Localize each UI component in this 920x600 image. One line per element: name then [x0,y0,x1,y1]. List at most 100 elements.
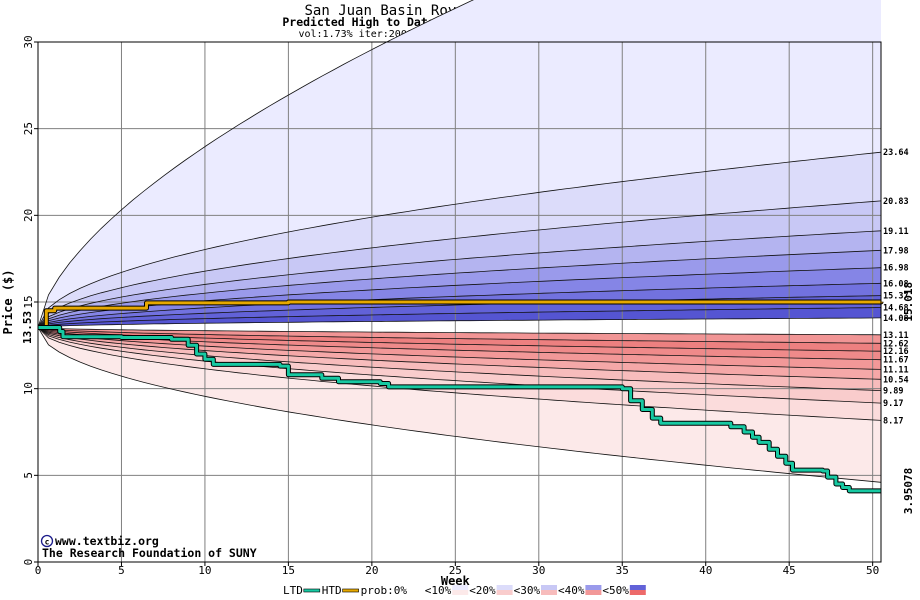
end-value-label: 16.98 [883,264,909,274]
low-to-date-label: 3.95078 [902,468,915,514]
copyright-icon [40,534,54,548]
band-low-3 [38,327,881,391]
band-boundary-lines [37,0,882,483]
band-low-4 [38,327,881,380]
legend: LTD HTD prob:0% <10% <20% <30% <40% <50% [283,584,646,597]
high-to-date-label: 15.018 [902,282,915,322]
end-value-label: 20.83 [883,197,909,207]
series-LTD [38,326,881,493]
x-tick-label-35: 35 [616,564,629,577]
watermark: c www.textbiz.org The Research Foundatio… [40,534,257,560]
band-boundary-8 [37,307,882,328]
x-tick-label-20: 20 [365,564,378,577]
band-boundary-19 [37,327,882,336]
band-low-7 [38,327,881,352]
legend-line-swatch-0 [303,588,321,593]
band-low-6 [38,327,881,360]
start-price-label: 13.53 [21,311,34,344]
x-tick-label-50: 50 [866,564,879,577]
band-high-5 [38,267,881,328]
end-value-label: 11.11 [883,365,909,375]
y-axis-ticks: 0 5 10 15 20 25 30 [22,35,38,565]
watermark-org: The Research Foundation of SUNY [42,546,257,560]
band-boundary-1 [37,151,882,328]
y-tick-label-15: 15 [22,295,35,308]
band-high-6 [38,283,881,328]
end-value-label: 12.62 [883,339,909,349]
x-axis-label: Week [441,574,471,588]
band-boundary-15 [37,327,882,370]
legend-swatch-high-4 [496,585,513,590]
band-boundary-13 [37,327,882,391]
legend-swatch-high-7 [629,585,646,590]
end-value-label: 9.17 [883,399,903,409]
x-tick-label-45: 45 [783,564,796,577]
y-tick-label-0: 0 [22,559,35,566]
end-value-label: 15.37 [883,292,909,302]
legend-item-label-3: <10% [425,584,452,597]
band-boundary-10 [37,327,882,483]
band-boundary-4 [37,249,882,328]
legend-swatch-2 [407,585,424,595]
end-value-label: 14.68 [883,304,909,314]
y-tick-label-5: 5 [22,472,35,479]
legend-swatch-low-4 [496,590,513,595]
x-axis-ticks: 0 5 10 15 20 25 30 35 40 45 50 [35,562,879,577]
y-tick-label-20: 20 [22,209,35,222]
x-tick-label-30: 30 [532,564,545,577]
legend-item-label-4: <20% [469,584,496,597]
end-value-labels: 23.64 20.83 19.11 17.98 16.98 16.08 15.37 14.68… [883,148,909,426]
band-boundary-12 [37,327,882,404]
band-boundary-18 [37,327,882,344]
legend-item-label-6: <40% [558,584,585,597]
band-boundary-6 [37,282,882,328]
legend-item-label-7: <50% [602,584,629,597]
y-tick-label-30: 30 [22,35,35,48]
end-value-label: 12.16 [883,347,909,357]
end-value-label: 19.11 [883,227,909,237]
legend-item-label-2: prob:0% [361,584,408,597]
legend-swatch-low-3 [452,590,469,595]
watermark-site: www.textbiz.org [55,534,159,548]
end-value-label: 9.89 [883,387,903,397]
legend-swatch-low-6 [585,590,602,595]
x-tick-label-0: 0 [35,564,42,577]
band-high-3 [38,230,881,328]
legend-item-label-5: <30% [514,584,541,597]
x-tick-label-40: 40 [699,564,712,577]
x-tick-label-15: 15 [282,564,295,577]
band-high-4 [38,250,881,328]
end-value-label: 8.17 [883,416,903,426]
end-value-label: 13.11 [883,331,909,341]
end-value-label: 10.54 [883,375,909,385]
band-low-0 [38,327,881,483]
legend-swatch-high-6 [585,585,602,590]
x-tick-label-10: 10 [198,564,211,577]
y-tick-label-25: 25 [22,122,35,135]
band-high-2 [38,200,881,328]
end-value-label: 14.08 [883,314,909,324]
x-tick-label-5: 5 [118,564,125,577]
legend-swatch-low-5 [541,590,557,595]
band-high-0 [38,0,881,328]
band-boundary-9 [37,317,882,328]
x-tick-label-25: 25 [449,564,462,577]
end-value-label: 17.98 [883,246,909,256]
series-HTD [38,300,883,329]
y-axis-label: Price ($) [1,269,15,334]
y-tick-label-10: 10 [22,382,35,395]
band-boundary-11 [37,327,882,421]
band-low-1 [38,327,881,421]
band-boundary-14 [37,327,882,380]
band-low-2 [38,327,881,404]
legend-swatch-high-3 [452,585,469,590]
end-value-label: 23.64 [883,148,909,158]
band-boundary-0 [37,0,474,328]
band-boundary-2 [37,200,882,328]
legend-swatch-high-5 [541,585,557,590]
band-high-1 [38,152,881,328]
band-boundary-3 [37,230,882,328]
end-value-label: 11.67 [883,356,909,366]
legend-swatch-low-7 [629,590,646,595]
